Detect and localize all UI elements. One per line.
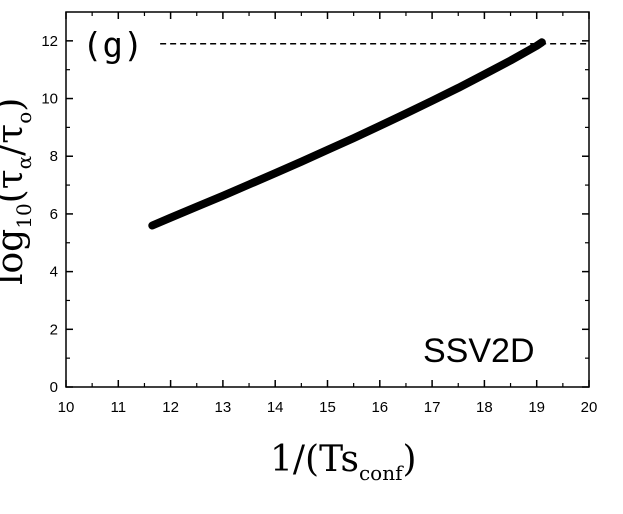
x-tick-label: 16 bbox=[371, 399, 388, 416]
x-tick-label: 19 bbox=[528, 399, 545, 416]
x-tick-label: 12 bbox=[162, 399, 179, 416]
y-axis-title-open: (τ bbox=[0, 169, 31, 203]
series-line bbox=[148, 38, 546, 230]
y-tick-label: 4 bbox=[50, 264, 58, 281]
x-axis-title-main: 1/(Ts bbox=[270, 439, 359, 480]
panel-label: (g) bbox=[82, 26, 143, 66]
x-axis-title-subscript: conf bbox=[359, 461, 404, 485]
y-tick-label: 12 bbox=[41, 33, 58, 50]
ticks-group bbox=[65, 12, 590, 388]
y-axis-title-close: ) bbox=[0, 98, 31, 112]
y-tick-label: 6 bbox=[50, 206, 58, 223]
y-tick-label: 0 bbox=[50, 379, 58, 396]
axes-frame-group bbox=[65, 11, 590, 388]
x-tick-label: 10 bbox=[58, 399, 75, 416]
y-axis-title-tau0-subscript: o bbox=[12, 112, 36, 124]
y-axis-title-slash: /τ bbox=[0, 124, 31, 156]
y-axis-title: log10(τα/τo) bbox=[0, 98, 36, 285]
plot-frame bbox=[65, 11, 590, 388]
y-axis-title-prefix: log bbox=[0, 229, 31, 285]
y-axis-title-prefix-subscript: 10 bbox=[12, 203, 36, 228]
x-tick-label: 15 bbox=[319, 399, 336, 416]
x-axis-title: 1/(Tsconf) bbox=[270, 439, 417, 485]
y-tick-label: 10 bbox=[41, 91, 58, 108]
x-tick-label: 11 bbox=[111, 399, 127, 416]
x-axis-title-close: ) bbox=[402, 439, 416, 480]
annotation-label: SSV2D bbox=[423, 332, 535, 370]
y-axis-title-tau-subscript: α bbox=[12, 156, 36, 170]
series-group bbox=[148, 38, 546, 230]
x-tick-label: 20 bbox=[581, 399, 598, 416]
y-tick-label: 8 bbox=[50, 148, 58, 165]
x-tick-label: 13 bbox=[215, 399, 232, 416]
x-tick-label: 14 bbox=[267, 399, 284, 416]
x-tick-label: 18 bbox=[476, 399, 493, 416]
labels-group: 10 11 12 13 14 15 16 17 18 19 20 0 2 4 6 8 10 12 bbox=[41, 33, 597, 416]
y-tick-label: 2 bbox=[50, 321, 58, 338]
x-tick-label: 17 bbox=[424, 399, 441, 416]
